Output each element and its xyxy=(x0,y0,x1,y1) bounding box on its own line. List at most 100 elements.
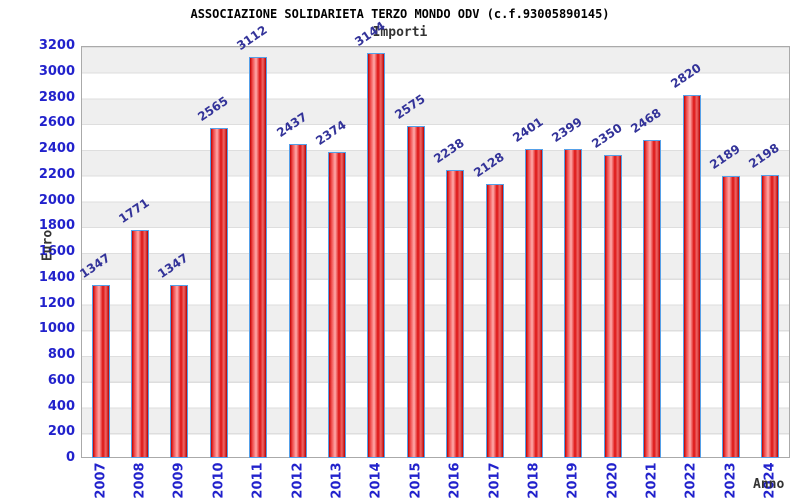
x-tick-label: 2015 xyxy=(408,461,424,499)
bar-value-label: 2350 xyxy=(588,121,625,152)
y-tick-label: 1200 xyxy=(38,295,75,311)
bar xyxy=(406,126,425,458)
y-tick-label: 200 xyxy=(47,424,75,440)
x-tick-slot: 2023 xyxy=(711,460,750,500)
bar xyxy=(209,127,228,458)
x-tick-slot: 2020 xyxy=(593,460,632,500)
bar-slot: 2198 xyxy=(746,46,790,458)
chart-title: ASSOCIAZIONE SOLIDARIETA TERZO MONDO ODV… xyxy=(190,7,610,21)
y-tick-label: 600 xyxy=(47,372,75,388)
bar-value-label: 2437 xyxy=(273,109,310,141)
bar-value-label: 2468 xyxy=(628,105,664,137)
bar-slot: 3144 xyxy=(353,19,396,458)
x-tick-label: 2016 xyxy=(447,461,463,499)
bar-slot: 2189 xyxy=(707,46,750,458)
bar xyxy=(170,284,189,458)
bar xyxy=(485,184,504,458)
bar xyxy=(249,57,268,458)
y-tick-label: 0 xyxy=(65,450,75,465)
x-tick-slot: 2016 xyxy=(436,460,475,500)
bar-slot: 2399 xyxy=(550,46,593,458)
bar-slot: 2128 xyxy=(471,46,514,458)
bar xyxy=(131,229,150,458)
y-tick-label: 800 xyxy=(47,347,75,362)
y-tick-label: 2600 xyxy=(38,115,75,131)
bar-value-label: 1771 xyxy=(116,195,152,226)
y-tick-label: 2800 xyxy=(38,89,75,105)
x-tick-slot: 2019 xyxy=(554,460,593,500)
x-tick-label: 2017 xyxy=(487,461,503,499)
x-tick-slot: 2022 xyxy=(672,460,711,500)
x-axis-labels: 2007 2008 2009 2010 2011 2012 2013 2014 2015 2016… xyxy=(81,460,790,500)
bar-value-label: 2820 xyxy=(667,60,704,91)
x-tick-label: 2012 xyxy=(290,461,306,499)
bar-value-label: 2198 xyxy=(746,140,783,172)
x-tick-label: 2019 xyxy=(565,461,581,499)
bar-slot: 2575 xyxy=(392,46,435,458)
bar xyxy=(328,152,347,458)
x-tick-slot: 2014 xyxy=(357,460,396,500)
bar xyxy=(91,284,110,458)
x-tick-label: 2008 xyxy=(132,461,148,499)
bar-slot: 2437 xyxy=(274,46,317,458)
x-tick-label: 2010 xyxy=(211,461,227,499)
chart-subtitle: Importi xyxy=(372,25,428,40)
x-tick-slot: 2007 xyxy=(81,460,120,500)
y-tick-label: 1400 xyxy=(38,269,75,285)
bar-value-label: 1347 xyxy=(155,250,192,281)
x-tick-slot: 2018 xyxy=(514,460,553,500)
bar xyxy=(721,176,740,458)
bar-value-label: 2401 xyxy=(510,114,546,145)
y-tick-label: 2200 xyxy=(38,166,75,182)
y-tick-label: 1600 xyxy=(38,244,75,259)
bar-slot: 1347 xyxy=(77,46,120,458)
bar xyxy=(603,155,622,458)
bar-value-label: 2575 xyxy=(391,92,428,123)
y-tick-label: 3000 xyxy=(38,63,75,79)
x-tick-label: 2009 xyxy=(171,461,187,499)
bars-container: 1347 1771 1347 2565 3112 2437 2374 3144 2575 2238… xyxy=(77,19,790,458)
bar-slot: 2401 xyxy=(510,46,553,458)
bar-value-label: 2565 xyxy=(195,93,231,124)
bar xyxy=(643,140,662,458)
x-tick-slot: 2015 xyxy=(396,460,435,500)
bar-slot: 1771 xyxy=(116,46,159,458)
bar-value-label: 2189 xyxy=(707,141,743,173)
bar-slot: 2565 xyxy=(195,46,238,458)
bar-slot: 2350 xyxy=(589,46,632,458)
bar xyxy=(524,148,543,458)
bar xyxy=(761,175,780,458)
x-tick-slot: 2010 xyxy=(199,460,238,500)
y-tick-label: 400 xyxy=(47,398,75,414)
bar-value-label: 2128 xyxy=(470,149,507,181)
x-tick-slot: 2009 xyxy=(160,460,199,500)
bar-value-label: 1347 xyxy=(76,250,113,281)
y-axis-title: Euro xyxy=(40,229,56,262)
y-tick-label: 2000 xyxy=(38,192,75,208)
x-tick-label: 2023 xyxy=(723,461,739,499)
x-tick-slot: 2008 xyxy=(120,460,159,500)
plot-area xyxy=(81,46,790,458)
x-tick-label: 2014 xyxy=(368,461,384,499)
bar-slot: 1347 xyxy=(156,46,199,458)
x-tick-slot: 2011 xyxy=(239,460,278,500)
bar-value-label: 2399 xyxy=(549,114,586,146)
x-tick-slot: 2021 xyxy=(632,460,671,500)
y-tick-label: 2400 xyxy=(38,141,75,156)
x-tick-slot: 2017 xyxy=(475,460,514,500)
bar-slot: 2374 xyxy=(313,46,356,458)
x-tick-label: 2007 xyxy=(93,461,109,499)
y-tick-label: 3200 xyxy=(38,38,75,53)
bar xyxy=(564,149,583,458)
x-tick-label: 2021 xyxy=(644,461,660,499)
y-tick-label: 1000 xyxy=(38,321,75,337)
bar xyxy=(682,94,701,458)
bar-slot: 3112 xyxy=(234,23,278,458)
bar-slot: 2468 xyxy=(628,46,671,458)
x-tick-slot: 2012 xyxy=(278,460,317,500)
bar-value-label: 2238 xyxy=(431,135,467,166)
x-axis-title: Anno xyxy=(753,477,785,492)
bar xyxy=(288,144,307,458)
y-axis-ticks: 0 200 400 600 800 1000 1200 1400 1600 1800 2000 220… xyxy=(0,0,75,500)
